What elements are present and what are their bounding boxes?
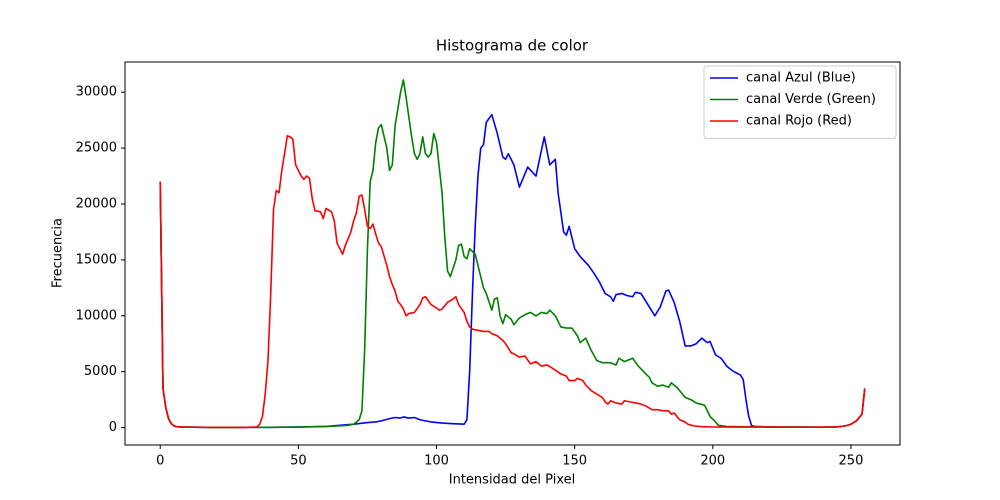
line-series [159,79,866,429]
x-tick-label: 200 [700,454,725,469]
line-series [159,134,866,429]
x-tick-label: 0 [156,454,164,469]
y-axis-label: Frecuencia [51,218,66,288]
y-tick-label: 10000 [76,308,117,323]
legend-box [703,65,897,139]
legend-label: canal Verde (Green) [746,92,876,107]
y-tick-label: 5000 [84,364,117,379]
chart-title: Histograma de color [436,37,589,55]
x-tick-label: 250 [839,454,864,469]
x-tick-label: 50 [290,454,307,469]
y-tick-label: 25000 [76,141,117,156]
y-tick-label: 30000 [76,85,117,100]
plot-frame [124,61,901,446]
x-tick-label: 150 [562,454,587,469]
y-tick-label: 15000 [76,252,117,267]
legend-label: canal Rojo (Red) [746,114,852,129]
x-axis-label: Intensidad del Pixel [449,473,575,488]
y-tick-label: 20000 [76,196,117,211]
line-series [159,113,866,429]
x-tick-label: 100 [424,454,449,469]
y-tick-label: 0 [109,420,117,435]
legend-label: canal Azul (Blue) [746,71,856,86]
